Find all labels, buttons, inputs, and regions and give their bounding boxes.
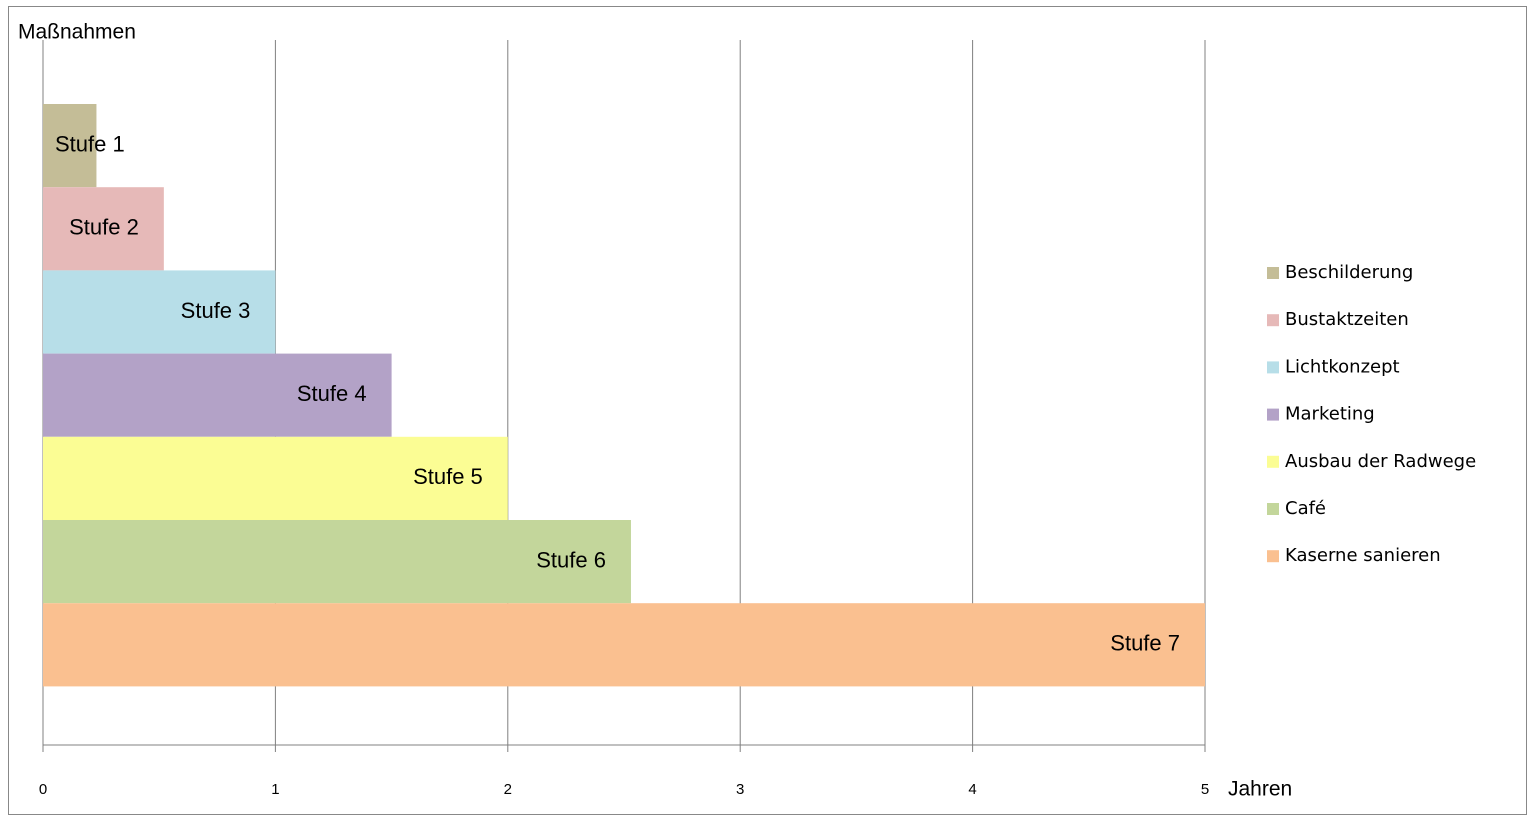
legend-swatch	[1267, 550, 1279, 563]
bar	[43, 436, 508, 520]
x-tick-label: 2	[504, 781, 512, 798]
bar-label: Stufe 7	[1110, 631, 1180, 656]
bar	[43, 270, 276, 354]
legend-text: Lichtkonzept	[1285, 356, 1400, 377]
bar	[43, 353, 392, 437]
legend-swatch	[1267, 361, 1279, 374]
bar-label: Stufe 5	[413, 464, 483, 489]
x-tick-label: 1	[271, 781, 279, 798]
y-axis-title: Maßnahmen	[18, 21, 136, 44]
x-tick-label: 5	[1201, 781, 1209, 798]
legend-text: Bustaktzeiten	[1285, 309, 1409, 330]
x-axis-title: Jahren	[1228, 778, 1292, 801]
bar	[43, 520, 631, 604]
legend-text: Marketing	[1285, 404, 1375, 425]
bar-label: Stufe 2	[69, 215, 139, 240]
legend-text: Kaserne sanieren	[1285, 545, 1441, 566]
bar-label: Stufe 4	[297, 381, 367, 406]
bar-label: Stufe 6	[536, 547, 606, 572]
legend-text: Café	[1285, 498, 1326, 519]
x-tick-label: 4	[968, 781, 976, 798]
legend-swatch	[1267, 267, 1279, 279]
bar	[43, 603, 1205, 687]
bar-label: Stufe 1	[55, 131, 125, 156]
bar	[43, 104, 97, 188]
legend-text: Beschilderung	[1285, 262, 1413, 283]
legend-swatch	[1267, 503, 1279, 515]
legend-swatch	[1267, 314, 1279, 327]
legend-swatch	[1267, 408, 1279, 421]
x-tick-label: 0	[39, 781, 47, 798]
legend-text: Ausbau der Radwege	[1285, 451, 1476, 472]
bar	[43, 187, 164, 271]
bar-label: Stufe 3	[181, 298, 251, 323]
x-tick-label: 3	[736, 781, 744, 798]
legend-swatch	[1267, 455, 1279, 468]
